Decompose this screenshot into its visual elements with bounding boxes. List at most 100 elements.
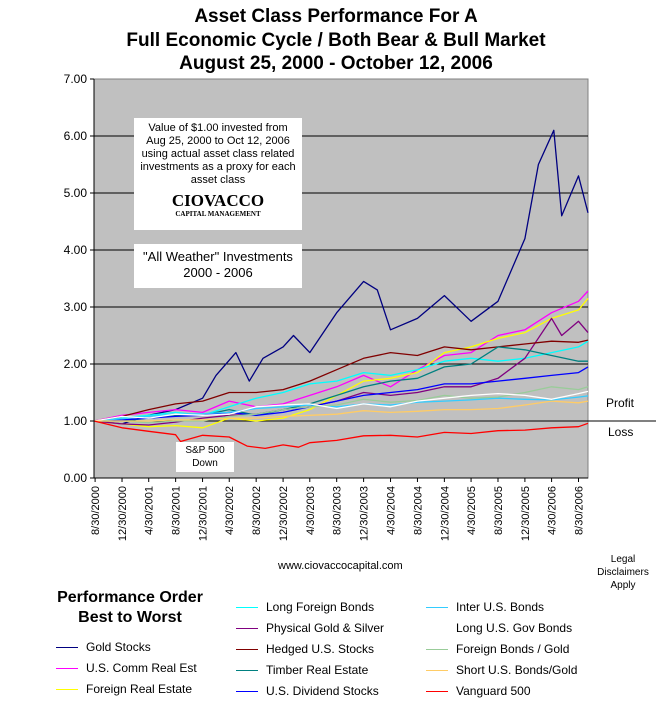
legend-item: U.S. Comm Real Est bbox=[56, 660, 197, 676]
y-tick-label: 4.00 bbox=[64, 243, 88, 257]
legend-item: Foreign Real Estate bbox=[56, 681, 192, 697]
y-tick-label: 5.00 bbox=[64, 186, 88, 200]
legend-label: Physical Gold & Silver bbox=[266, 621, 385, 635]
series-line bbox=[94, 346, 588, 422]
legend-item: Foreign Bonds / Gold bbox=[426, 641, 569, 657]
all-weather-line: "All Weather" Investments bbox=[143, 249, 293, 264]
legend-swatch bbox=[56, 668, 78, 670]
legend-swatch bbox=[426, 670, 448, 672]
legend-swatch bbox=[56, 689, 78, 691]
x-tick-label: 12/30/2005 bbox=[520, 486, 532, 541]
x-tick-label: 8/30/2004 bbox=[412, 486, 424, 535]
legend-item: Long Foreign Bonds bbox=[236, 599, 374, 615]
legend-label: Foreign Real Estate bbox=[86, 682, 193, 696]
series-lines bbox=[93, 129, 589, 450]
legend-item: Vanguard 500 bbox=[426, 683, 531, 699]
chart-title-line-1: Asset Class Performance For A bbox=[194, 6, 478, 27]
legend-item: Long U.S. Gov Bonds bbox=[426, 620, 572, 636]
y-tick-label: 3.00 bbox=[64, 300, 88, 314]
legend-item: Gold Stocks bbox=[56, 639, 151, 655]
sp500-down-line: Down bbox=[192, 458, 218, 469]
legend-label: Long U.S. Gov Bonds bbox=[456, 621, 573, 635]
y-axis: 0.00 1.00 2.00 3.00 4.00 5.00 6.00 7.00 bbox=[64, 72, 94, 485]
legend-swatch bbox=[236, 670, 258, 672]
legend-swatch bbox=[236, 649, 258, 651]
series-line bbox=[93, 290, 589, 422]
series-line bbox=[94, 386, 589, 424]
legend-item: Inter U.S. Bonds bbox=[426, 599, 544, 615]
legend-label: Hedged U.S. Stocks bbox=[266, 642, 375, 656]
legal-disclaimer: Legal Disclaimers Apply bbox=[588, 553, 658, 592]
legend-swatch bbox=[426, 607, 448, 609]
legend-label: U.S. Comm Real Est bbox=[86, 661, 197, 675]
x-tick-label: 8/30/2001 bbox=[171, 486, 183, 535]
legend-label: Timber Real Estate bbox=[266, 663, 369, 677]
x-axis: 8/30/2000 12/30/2000 4/30/2001 8/30/2001 12/… bbox=[90, 79, 588, 541]
legend-item: Short U.S. Bonds/Gold bbox=[426, 662, 577, 678]
legend-label: Long Foreign Bonds bbox=[266, 600, 375, 614]
series-line bbox=[93, 420, 589, 450]
x-tick-label: 12/30/2004 bbox=[439, 486, 451, 541]
legend-title-line: Performance Order bbox=[57, 589, 203, 606]
x-tick-label: 4/30/2005 bbox=[466, 486, 478, 535]
disclaimer-line: Apply bbox=[610, 580, 636, 591]
sp500-down-box: S&P 500 Down bbox=[176, 442, 234, 472]
x-tick-label: 12/30/2001 bbox=[198, 486, 210, 541]
legend-swatch bbox=[236, 628, 258, 630]
disclaimer-line: Disclaimers bbox=[597, 567, 649, 578]
x-tick-label: 4/30/2002 bbox=[224, 486, 236, 535]
x-tick-label: 8/30/2003 bbox=[332, 486, 344, 535]
y-tick-label: 6.00 bbox=[64, 129, 88, 143]
legend-item: Hedged U.S. Stocks bbox=[236, 641, 374, 657]
legend-label: U.S. Dividend Stocks bbox=[266, 684, 379, 698]
value-info-line: using actual asset class related bbox=[141, 148, 295, 160]
legend-label: Inter U.S. Bonds bbox=[456, 600, 545, 614]
all-weather-line: 2000 - 2006 bbox=[183, 265, 253, 280]
y-tick-label: 0.00 bbox=[64, 471, 88, 485]
y-tick-label: 1.00 bbox=[64, 414, 88, 428]
series-line bbox=[93, 339, 589, 422]
y-tick-label: 7.00 bbox=[64, 72, 88, 86]
value-info-line: investments as a proxy for each bbox=[140, 161, 296, 173]
value-info-box: Value of $1.00 invested from Aug 25, 200… bbox=[134, 118, 302, 230]
x-tick-label: 12/30/2003 bbox=[359, 486, 371, 541]
website-text: www.ciovaccocapital.com bbox=[278, 560, 403, 572]
logo-subtext: CAPITAL MANAGEMENT bbox=[175, 210, 261, 218]
series-line bbox=[93, 366, 589, 422]
legend-title: Performance Order Best to Worst bbox=[40, 588, 220, 628]
x-tick-label: 4/30/2003 bbox=[305, 486, 317, 535]
legend-swatch bbox=[56, 647, 78, 649]
x-tick-label: 8/30/2002 bbox=[251, 486, 263, 535]
value-info-line: asset class bbox=[190, 174, 246, 186]
x-tick-label: 12/30/2000 bbox=[117, 486, 129, 541]
x-tick-label: 4/30/2004 bbox=[386, 486, 398, 535]
series-line bbox=[93, 390, 589, 422]
value-info-line: Aug 25, 2000 to Oct 12, 2006 bbox=[146, 135, 290, 147]
legend-swatch bbox=[426, 691, 448, 693]
x-tick-label: 8/30/2005 bbox=[493, 486, 505, 535]
series-line bbox=[94, 400, 589, 422]
profit-label: Profit bbox=[606, 396, 635, 410]
all-weather-box: "All Weather" Investments 2000 - 2006 bbox=[134, 244, 302, 288]
x-tick-label: 4/30/2006 bbox=[547, 486, 559, 535]
chart-title-line-2: Full Economic Cycle / Both Bear & Bull M… bbox=[126, 30, 546, 51]
sp500-down-line: S&P 500 bbox=[185, 445, 225, 456]
legend-label: Vanguard 500 bbox=[456, 684, 531, 698]
y-tick-label: 2.00 bbox=[64, 357, 88, 371]
legend-swatch bbox=[236, 607, 258, 609]
legend-label: Gold Stocks bbox=[86, 640, 151, 654]
chart-title-line-3: August 25, 2000 - October 12, 2006 bbox=[179, 53, 493, 74]
legend-label: Foreign Bonds / Gold bbox=[456, 642, 570, 656]
legend-item: Physical Gold & Silver bbox=[236, 620, 384, 636]
series-line bbox=[93, 340, 589, 422]
series-line bbox=[93, 297, 589, 429]
legend-item: Timber Real Estate bbox=[236, 662, 368, 678]
x-tick-label: 8/30/2000 bbox=[90, 486, 102, 535]
legend-label: Short U.S. Bonds/Gold bbox=[456, 663, 578, 677]
legend-swatch bbox=[236, 691, 258, 693]
logo-text: CIOVACCO bbox=[171, 191, 265, 210]
x-tick-label: 4/30/2001 bbox=[144, 486, 156, 535]
legend-title-line: Best to Worst bbox=[78, 609, 182, 626]
legend-item: U.S. Dividend Stocks bbox=[236, 683, 379, 699]
x-tick-label: 12/30/2002 bbox=[278, 486, 290, 541]
